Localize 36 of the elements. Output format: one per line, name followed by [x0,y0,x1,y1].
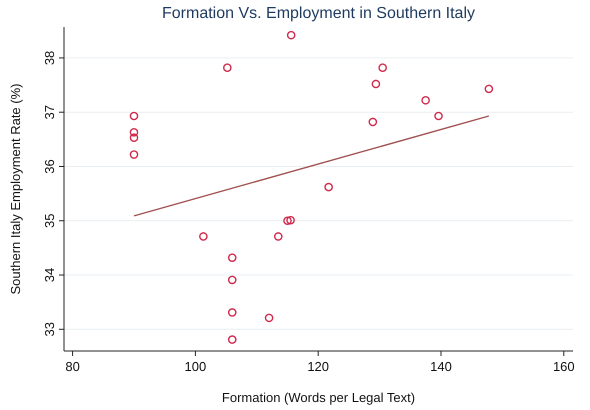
point [228,276,237,284]
point [223,63,232,72]
point [264,314,274,322]
point [228,308,237,317]
y-tick-label: 34 [42,268,57,282]
y-axis-title: Southern Italy Employment Rate (%) [8,84,23,294]
point [434,112,443,120]
point [199,232,208,241]
point [283,216,292,226]
point [228,335,237,344]
chart-title: Formation Vs. Employment in Southern Italy [162,5,476,22]
y-tick-label: 33 [42,322,57,337]
point [368,118,378,126]
point [378,63,387,72]
point [130,128,138,137]
point [130,150,138,159]
x-tick-label: 100 [184,359,206,374]
point [130,112,138,120]
point [421,96,430,105]
point [274,232,283,241]
y-tick-label: 35 [42,214,57,228]
y-tick-label: 36 [42,159,57,174]
point [286,216,295,225]
point [228,253,237,262]
point [286,30,296,40]
point [372,80,380,88]
point [130,133,138,142]
point [484,84,494,94]
x-tick-label: 80 [65,359,80,374]
x-tick-label: 160 [552,359,575,374]
x-tick-label: 140 [430,359,452,374]
x-axis-title: Formation (Words per Legal Text) [222,390,416,405]
x-tick-label: 120 [307,359,330,374]
point [324,182,333,192]
y-tick-label: 38 [42,50,57,66]
y-tick-label: 37 [42,104,57,120]
